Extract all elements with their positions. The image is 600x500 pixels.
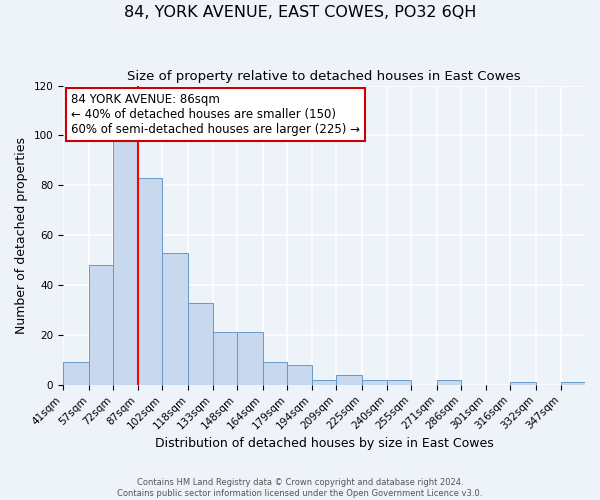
- Bar: [312, 380, 336, 385]
- Bar: [437, 380, 461, 385]
- Bar: [113, 136, 138, 385]
- Bar: [362, 380, 386, 385]
- Bar: [510, 382, 536, 385]
- Bar: [287, 365, 312, 385]
- Y-axis label: Number of detached properties: Number of detached properties: [15, 136, 28, 334]
- Title: Size of property relative to detached houses in East Cowes: Size of property relative to detached ho…: [127, 70, 521, 83]
- Bar: [263, 362, 287, 385]
- Bar: [336, 375, 362, 385]
- Bar: [560, 382, 585, 385]
- X-axis label: Distribution of detached houses by size in East Cowes: Distribution of detached houses by size …: [155, 437, 493, 450]
- Text: 84 YORK AVENUE: 86sqm
← 40% of detached houses are smaller (150)
60% of semi-det: 84 YORK AVENUE: 86sqm ← 40% of detached …: [71, 93, 360, 136]
- Text: Contains HM Land Registry data © Crown copyright and database right 2024.
Contai: Contains HM Land Registry data © Crown c…: [118, 478, 482, 498]
- Text: 84, YORK AVENUE, EAST COWES, PO32 6QH: 84, YORK AVENUE, EAST COWES, PO32 6QH: [124, 5, 476, 20]
- Bar: [89, 265, 113, 385]
- Bar: [162, 252, 188, 385]
- Bar: [188, 302, 212, 385]
- Bar: [63, 362, 89, 385]
- Bar: [138, 178, 162, 385]
- Bar: [386, 380, 411, 385]
- Bar: [237, 332, 263, 385]
- Bar: [212, 332, 237, 385]
